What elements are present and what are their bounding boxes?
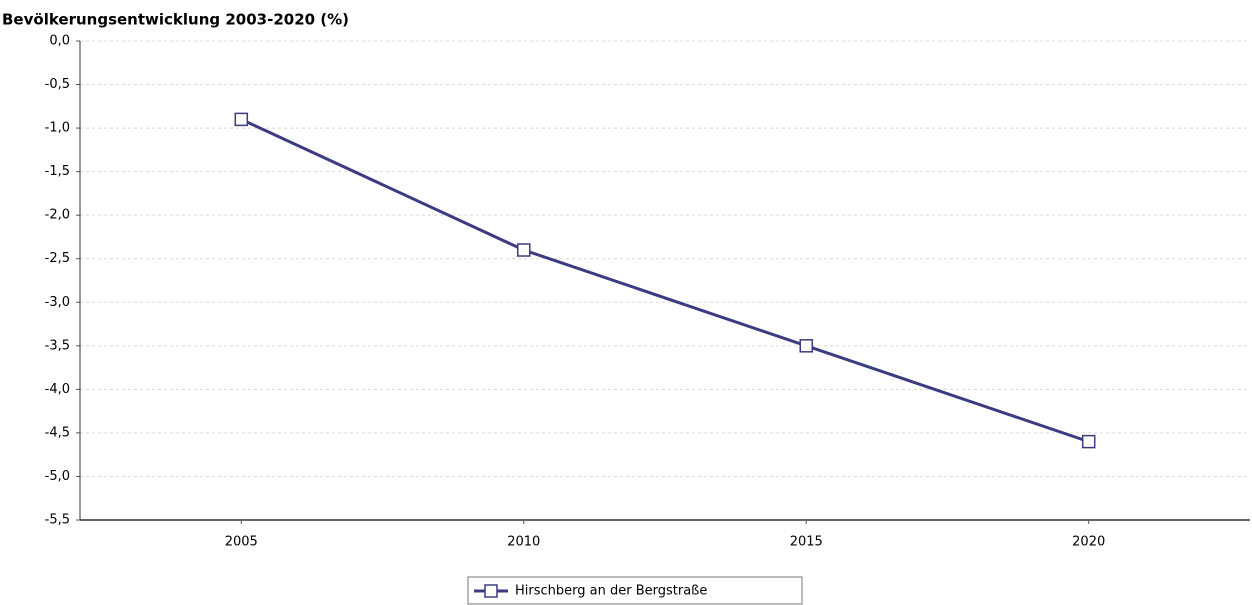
point-marker [517, 243, 531, 257]
point-marker [1081, 434, 1096, 449]
x-tick-label: 2015 [790, 535, 823, 550]
y-tick-label: -2,0 [45, 208, 70, 223]
legend-box [467, 576, 803, 605]
y-tick-label: -3,5 [45, 338, 70, 353]
y-tick-label: -0,5 [45, 77, 70, 92]
x-tick-label: 2020 [1072, 535, 1105, 550]
y-tick-label: -1,5 [45, 164, 70, 179]
x-tick-label: 2005 [225, 535, 258, 550]
chart-title: Bevölkerungsentwicklung 2003-2020 (%) [2, 11, 349, 29]
point-marker [234, 112, 249, 127]
point-marker [799, 339, 813, 353]
y-tick-label: -5,0 [45, 469, 70, 484]
y-tick-label: -3,0 [45, 295, 70, 310]
y-tick-label: -2,5 [45, 251, 70, 266]
y-tick-label: 0,0 [49, 34, 70, 49]
legend-swatch-marker [484, 584, 498, 598]
x-tick-label: 2010 [507, 535, 540, 550]
legend-label: Hirschberg an der Bergstraße [515, 584, 707, 599]
y-tick-label: -4,0 [45, 382, 70, 397]
y-tick-label: -5,5 [45, 513, 70, 528]
y-tick-label: -1,0 [45, 121, 70, 136]
y-tick-label: -4,5 [45, 425, 70, 440]
series-line [240, 118, 1090, 444]
